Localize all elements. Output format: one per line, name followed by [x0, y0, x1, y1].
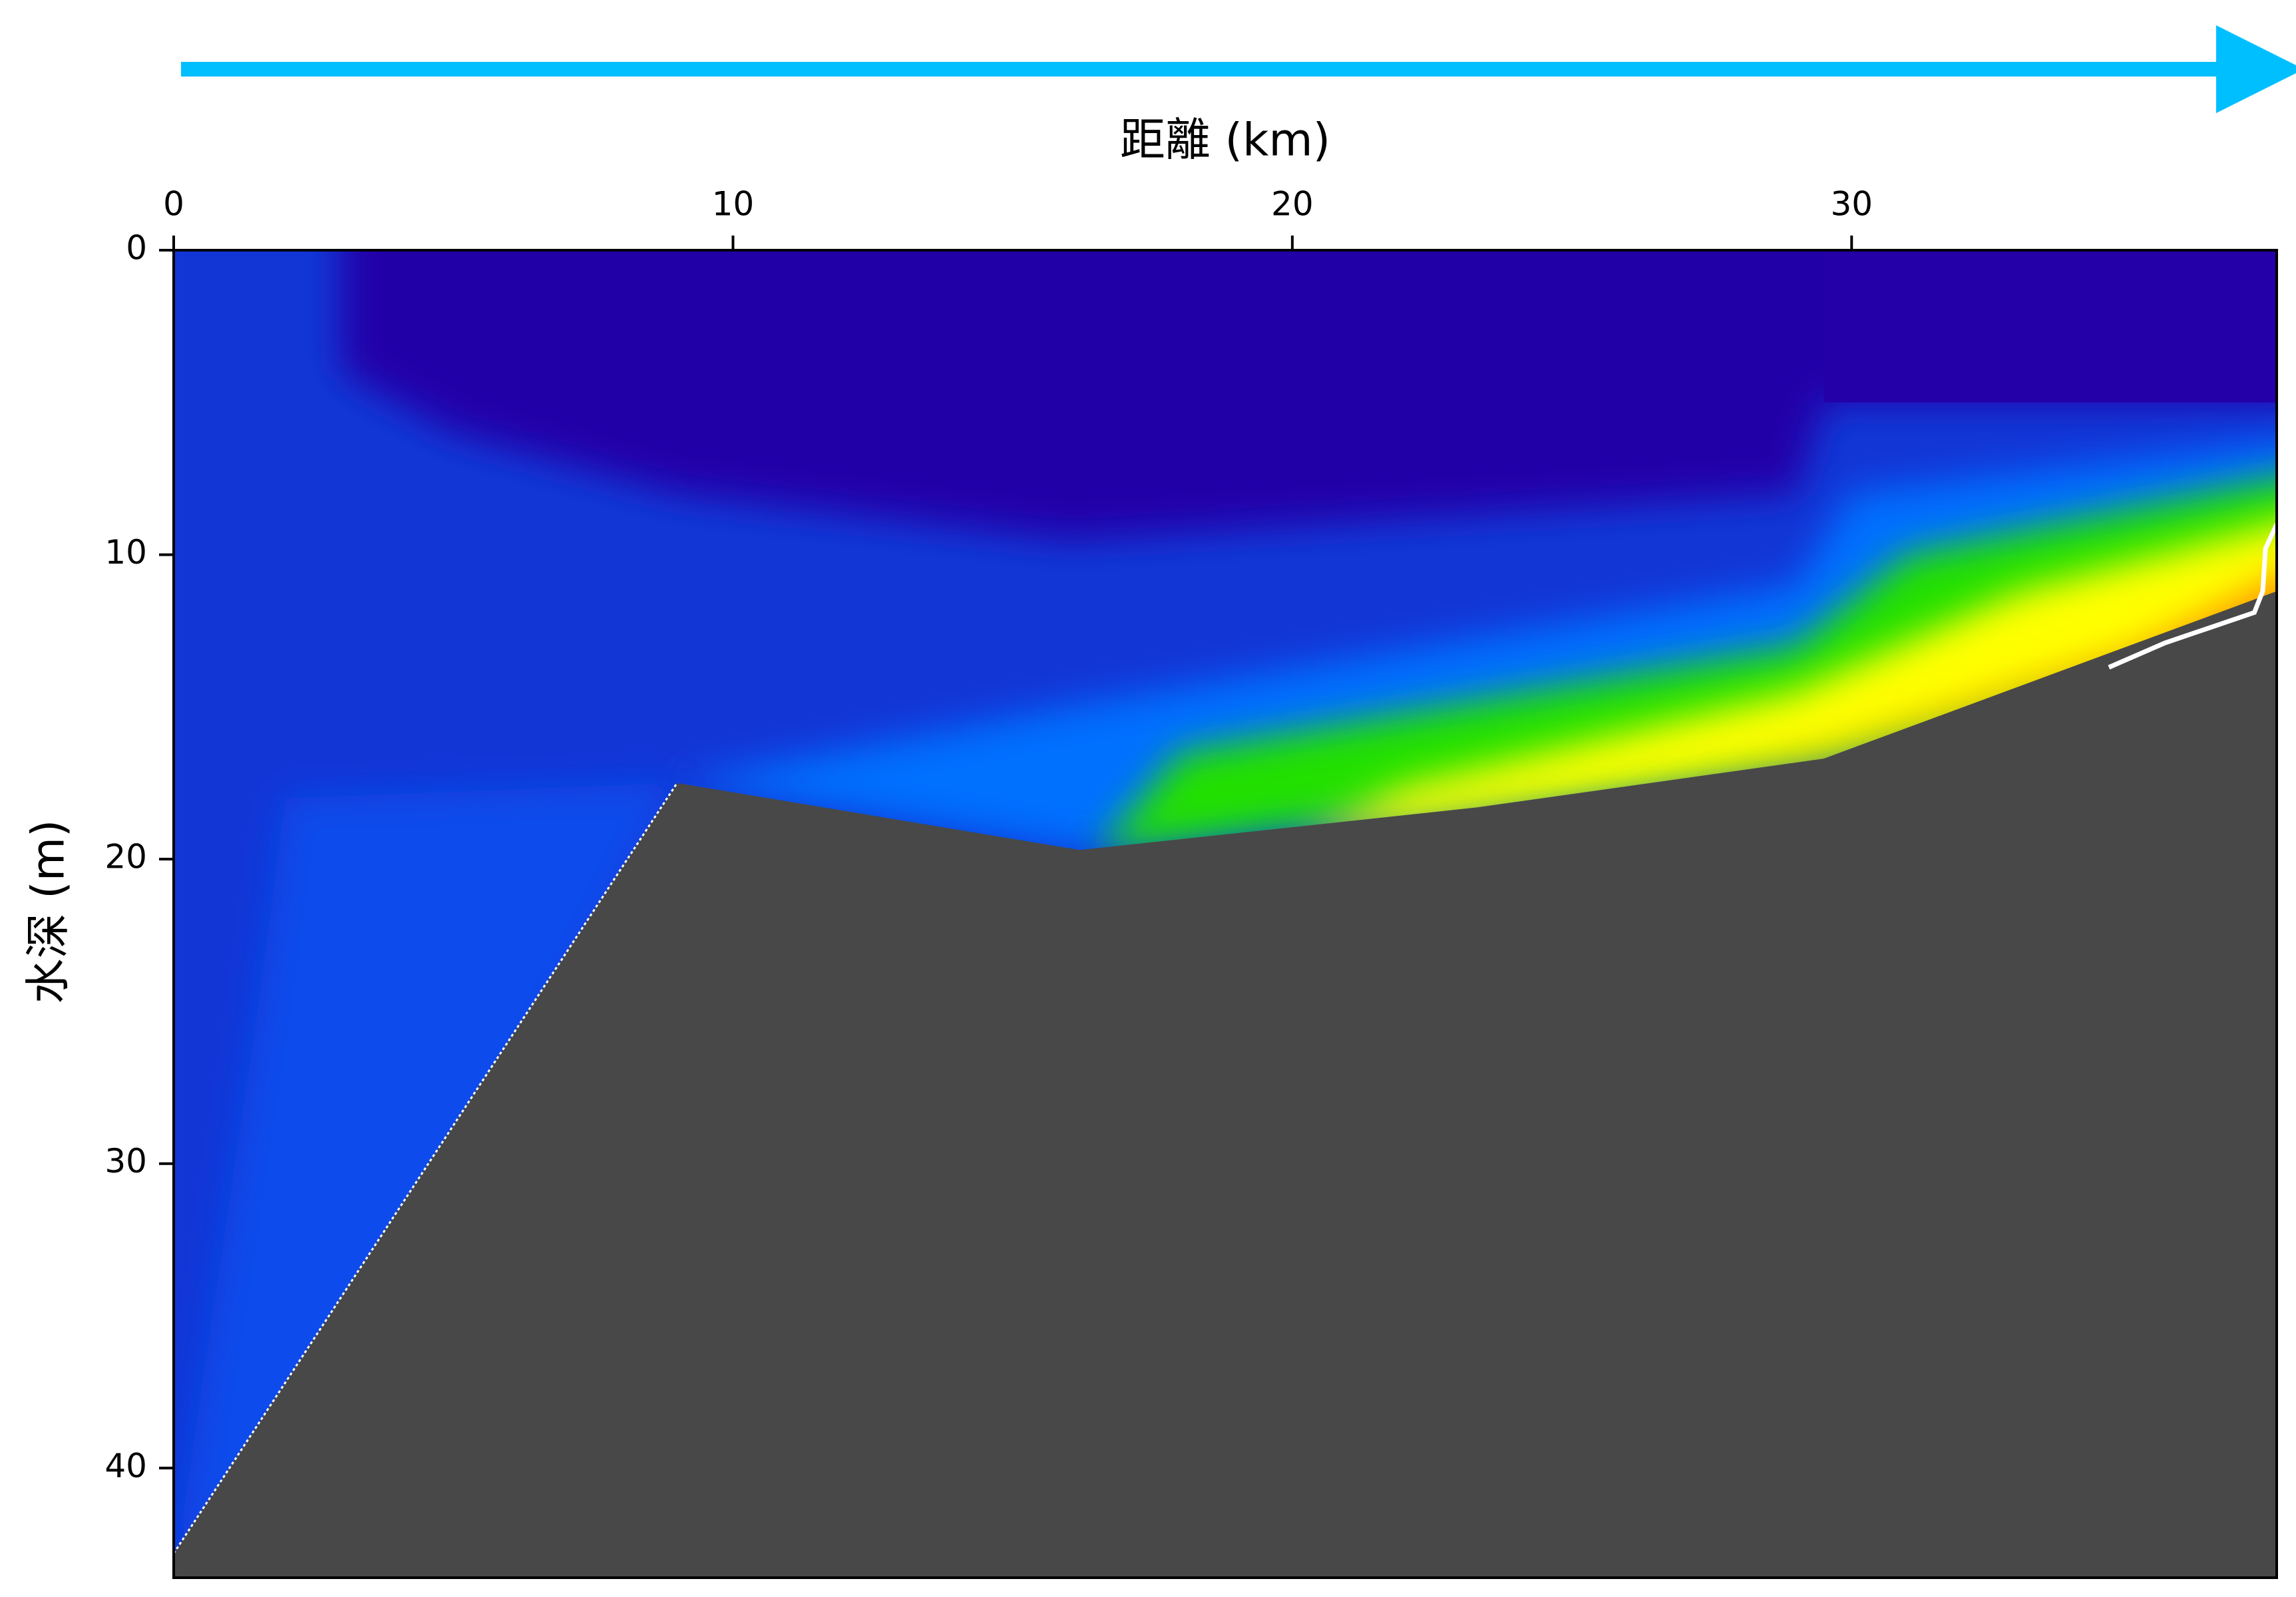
y-tick-label: 0	[126, 229, 147, 267]
x-tick-label: 20	[1271, 185, 1314, 224]
field-band	[1096, 479, 2277, 853]
field-band	[341, 250, 2277, 540]
y-tick-label: 10	[104, 533, 147, 572]
y-axis-label: 水深 (m)	[23, 820, 75, 1004]
field-band	[677, 442, 2277, 850]
slope-edge	[172, 782, 678, 1554]
x-axis-label: 距離 (km)	[1120, 114, 1330, 167]
x-tick-label: 30	[1830, 185, 1873, 224]
seabed	[174, 591, 2277, 1578]
field-band	[1292, 523, 2277, 844]
field-top	[1823, 250, 2277, 403]
y-tick-label: 20	[104, 838, 147, 876]
y-tick-label: 40	[104, 1447, 147, 1485]
x-tick-label: 0	[163, 185, 184, 224]
plot-frame	[172, 249, 2278, 1579]
x-tick-label: 10	[712, 185, 755, 224]
y-tick-label: 30	[104, 1142, 147, 1180]
contour-line	[2108, 523, 2279, 670]
